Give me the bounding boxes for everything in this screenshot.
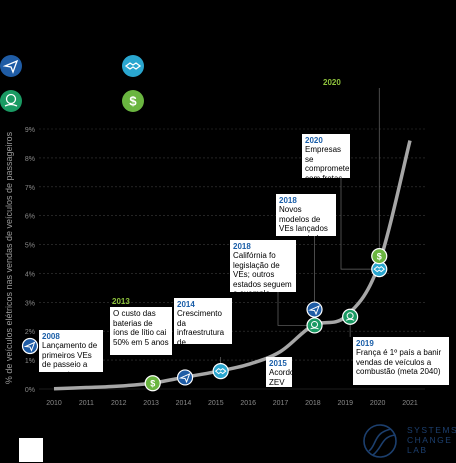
y-tick-label: 0%: [25, 387, 35, 394]
annotation-text: Lançamento de primeiros VEs de passeio a…: [42, 341, 98, 372]
x-tick-label: 2017: [273, 400, 289, 407]
y-axis-label: % de veículos elétricos nas vendas de ve…: [4, 131, 14, 384]
x-tick-label: 2020: [370, 400, 386, 407]
leader-line: [277, 292, 315, 326]
y-tick-label: 3%: [25, 300, 35, 307]
annotation-2008: 2008 Lançamento de primeiros VEs de pass…: [39, 330, 103, 372]
annotation-year: 2015: [269, 359, 287, 368]
annotation-year: 2019: [356, 339, 374, 348]
annotation-2020: 2020 Empresas se compromete com frotas d: [302, 134, 350, 178]
y-tick-label: 9%: [25, 127, 35, 134]
marker-handshake-icon: [212, 362, 229, 380]
y-tick-label: 1%: [25, 358, 35, 365]
legend-handshake-icon: [122, 55, 144, 77]
x-tick-label: 2011: [79, 400, 94, 407]
annotation-text: Acordo ZEV A: [269, 368, 292, 387]
x-tick-label: 2012: [111, 400, 127, 407]
y-tick-label: 8%: [25, 156, 35, 163]
annotation-2015: 2015 Acordo ZEV A: [266, 357, 292, 387]
annotation-text: Califórnia fo legislação de VEs; outros …: [233, 251, 292, 292]
footer-square: [19, 438, 43, 462]
annotation-year: 2018: [233, 242, 251, 251]
x-tick-label: 2010: [46, 400, 62, 407]
annotation-text: Empresas se compromete com frotas d: [305, 145, 350, 178]
y-tick-label: 5%: [25, 243, 35, 250]
annotation-text: Crescimento da infraestrutura de carrega…: [177, 309, 225, 344]
svg-text:$: $: [150, 378, 155, 388]
marker-dollar-icon: $: [144, 375, 161, 392]
x-tick-label: 2013: [143, 400, 159, 407]
x-tick-label: 2015: [208, 400, 224, 407]
svg-text:$: $: [377, 251, 382, 261]
x-tick-label: 2016: [240, 400, 256, 407]
annotation-year: 2018: [279, 196, 297, 205]
logo-mark-icon: [363, 424, 397, 458]
annotation-2018-california: 2018 Califórnia fo legislação de VEs; ou…: [230, 240, 296, 292]
annotation-year: 2008: [42, 332, 60, 341]
marker-globe-hand-icon: [306, 317, 323, 334]
leader-line: [340, 178, 380, 270]
marker-dollar-icon: $: [371, 248, 388, 265]
annotation-text: O custo das baterias de íons de lítio ca…: [113, 309, 169, 347]
legend-globe-hand-icon: [0, 90, 22, 112]
marker-paper-plane-icon: [306, 301, 323, 318]
marker-globe-hand-icon: [342, 308, 359, 325]
logo-text: SYSTEMS CHANGE LAB: [407, 425, 456, 455]
annotation-2014: 2014 Crescimento da infraestrutura de ca…: [174, 298, 232, 344]
annotation-year: 2020: [305, 136, 323, 145]
marker-handshake-icon: [371, 261, 388, 278]
y-tick-label: 4%: [25, 271, 35, 278]
annotation-2013: O custo das baterias de íons de lítio ca…: [110, 307, 172, 355]
annotation-text: França é 1º país a banir vendas de veícu…: [356, 348, 442, 376]
x-tick-label: 2021: [402, 400, 418, 407]
y-tick-label: 2%: [25, 329, 35, 336]
y-tick-label: 7%: [25, 185, 35, 192]
y-tick-label: 6%: [25, 214, 35, 221]
annotation-2019: 2019 França é 1º país a banir vendas de …: [353, 337, 449, 385]
marker-paper-plane-icon: [176, 369, 194, 386]
annotation-year-2020-top: 2020: [323, 78, 341, 87]
series-line: [53, 140, 412, 391]
marker-paper-plane-icon: [21, 337, 39, 355]
annotation-year: 2014: [177, 300, 195, 309]
svg-text:$: $: [129, 94, 137, 109]
annotation-text: Novos modelos de VEs lançados e anunciad…: [279, 205, 328, 236]
x-tick-label: 2019: [337, 400, 353, 407]
x-tick-label: 2018: [305, 400, 321, 407]
x-tick-label: 2014: [176, 400, 192, 407]
legend-dollar-icon: $: [122, 90, 144, 112]
legend-paper-plane-icon: [0, 55, 22, 77]
annotation-year-2013: 2013: [112, 297, 130, 306]
systems-change-lab-logo: SYSTEMS CHANGE LAB: [361, 420, 456, 463]
annotation-2018-models: 2018 Novos modelos de VEs lançados e anu…: [276, 194, 336, 236]
